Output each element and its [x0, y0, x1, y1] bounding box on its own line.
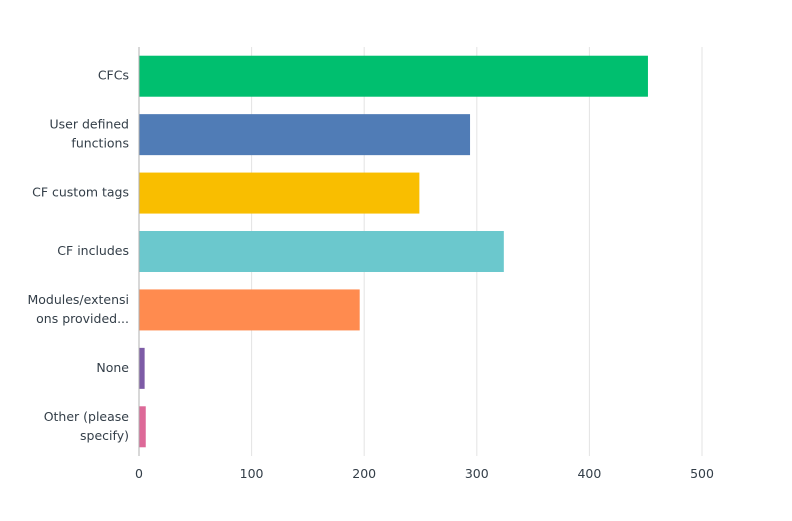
- bar: [139, 231, 504, 272]
- category-label: CF custom tags: [32, 185, 129, 200]
- category-label: CFCs: [98, 68, 129, 83]
- bar: [139, 55, 648, 97]
- category-label: None: [96, 360, 129, 375]
- bar: [139, 172, 420, 214]
- x-tick-label: 300: [465, 466, 489, 481]
- bar: [139, 289, 360, 331]
- category-label: CF includes: [57, 243, 129, 258]
- x-tick-label: 500: [690, 466, 714, 481]
- x-tick-label: 100: [240, 466, 264, 481]
- bar: [139, 406, 146, 448]
- bars: [139, 55, 648, 448]
- category-label: Modules/extensi ons provided...: [27, 292, 129, 326]
- bar: [139, 114, 471, 156]
- x-tick-label: 400: [577, 466, 601, 481]
- bar: [139, 347, 145, 389]
- category-label: Other (please specify): [44, 409, 130, 443]
- x-axis-ticks: 0 100 200 300 400 500: [135, 466, 714, 481]
- category-label: User defined functions: [49, 117, 129, 151]
- x-tick-label: 0: [135, 466, 143, 481]
- x-tick-label: 200: [352, 466, 376, 481]
- category-labels: CFCs User defined functions CF custom tags C…: [27, 68, 129, 443]
